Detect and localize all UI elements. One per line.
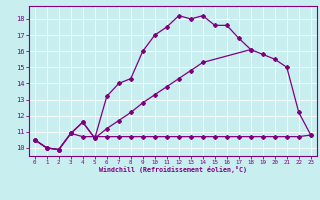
X-axis label: Windchill (Refroidissement éolien,°C): Windchill (Refroidissement éolien,°C) [99, 166, 247, 173]
